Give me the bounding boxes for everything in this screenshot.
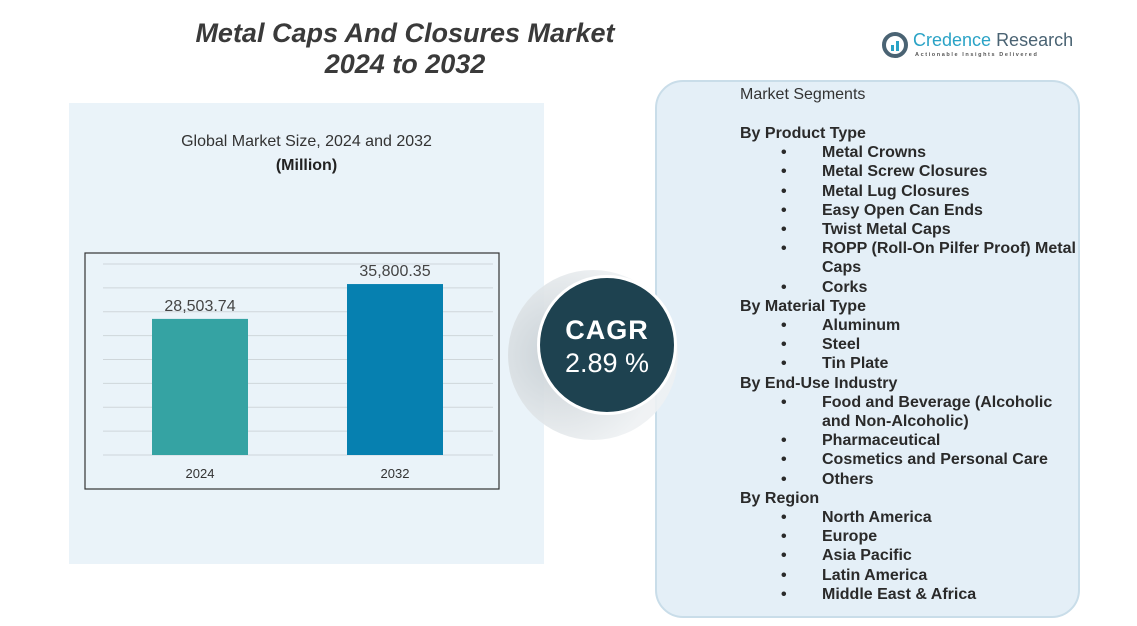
cagr-badge: CAGR 2.89 % — [537, 275, 677, 415]
logo-name-2: Research — [996, 30, 1074, 50]
segment-category: By Material Type — [740, 297, 866, 315]
segments-panel — [655, 80, 1080, 618]
segment-item: • Metal Screw Closures — [781, 163, 988, 181]
segment-item: • North America — [781, 509, 932, 527]
bullet-icon: • — [781, 528, 787, 546]
segment-item: • Others — [781, 470, 874, 488]
x-tick-label: 2032 — [381, 466, 410, 481]
segment-category: By Product Type — [740, 125, 866, 142]
segment-item: • Metal Crowns — [781, 144, 927, 162]
bullet-icon: • — [781, 182, 787, 200]
segment-item: • Asia Pacific — [781, 547, 912, 565]
data-label: 28,503.74 — [164, 298, 235, 315]
title-line-2: 2024 to 2032 — [324, 49, 486, 79]
bullet-icon: • — [781, 585, 787, 603]
segment-category: By End-Use Industry — [740, 374, 898, 392]
segments-list: By Product Type • Metal Crowns • Metal Screw… — [740, 124, 1080, 604]
segment-category: By Region — [740, 489, 820, 507]
bullet-icon: • — [781, 163, 787, 181]
bullet-icon: • — [781, 336, 787, 354]
segment-item: • Easy Open Can Ends — [781, 201, 983, 219]
segment-item: • Twist Metal Caps — [781, 221, 951, 239]
bullet-icon: • — [781, 432, 787, 450]
bullet-icon: • — [781, 201, 787, 219]
segment-item: • Corks — [781, 278, 868, 296]
bar-2024 — [152, 318, 248, 455]
bullet-icon: • — [781, 451, 787, 469]
logo-tagline: Actionable Insights Delivered — [915, 52, 1039, 58]
x-tick-label: 2024 — [186, 466, 215, 481]
market-size-panel — [69, 103, 544, 564]
bullet-icon: • — [781, 317, 787, 335]
data-label: 35,800.35 — [359, 263, 430, 280]
chart-frame — [84, 252, 500, 490]
segment-item: • Tin Plate — [781, 355, 889, 373]
segment-item: • Metal Lug Closures — [781, 182, 970, 200]
segment-item: • Pharmaceutical — [781, 432, 941, 450]
bullet-icon: • — [781, 509, 787, 527]
bullet-icon: • — [781, 355, 787, 373]
segment-item: • Europe — [781, 528, 878, 546]
logo-name-1: Credence — [913, 30, 992, 50]
segments-title: Market Segments — [740, 86, 866, 103]
bullet-icon: • — [781, 566, 787, 584]
chart-title: Global Market Size, 2024 and 2032 — [181, 133, 432, 150]
segment-item: • Cosmetics and Personal Care — [781, 451, 1048, 469]
bullet-icon: • — [781, 547, 787, 565]
bullet-icon: • — [781, 221, 787, 239]
cagr-label: CAGR — [565, 315, 649, 345]
bullet-icon: • — [781, 393, 787, 411]
bar-2032 — [347, 284, 443, 455]
segment-item: • ROPP (Roll-On Pilfer Proof) Metal Caps — [781, 240, 1076, 277]
bar-chart-logo-icon — [882, 32, 908, 58]
bullet-icon: • — [781, 144, 787, 162]
cagr-value: 2.89 % — [564, 348, 650, 378]
bullet-icon: • — [781, 240, 787, 258]
segment-item: • Steel — [781, 336, 861, 354]
segment-item: • Aluminum — [781, 317, 901, 335]
bullet-icon: • — [781, 470, 787, 488]
bullet-icon: • — [781, 278, 787, 296]
segment-item: • Middle East & Africa — [781, 585, 977, 603]
segment-item: • Latin America — [781, 566, 928, 584]
title-line-1: Metal Caps And Closures Market — [195, 18, 615, 48]
chart-unit: (Million) — [275, 157, 338, 174]
credence-research-logo: Credence Research Actionable Insights De… — [882, 30, 1074, 64]
page-title: Metal Caps And Closures Market 2024 to 2… — [150, 18, 660, 80]
segment-item: • Food and Beverage (Alcoholic and Non-Al… — [781, 393, 1053, 431]
